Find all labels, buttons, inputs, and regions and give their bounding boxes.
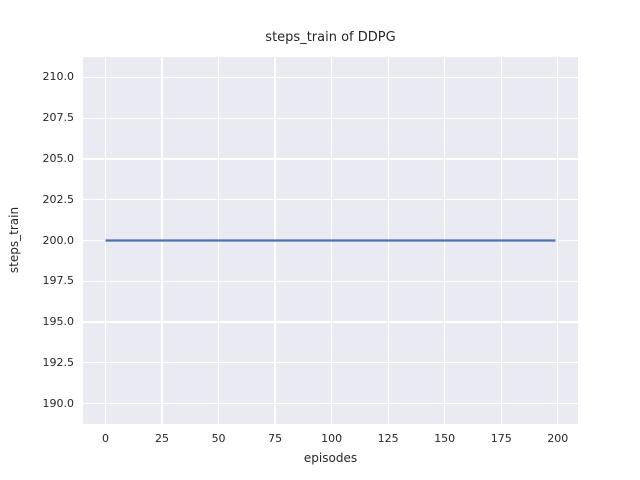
gridline-horizontal	[83, 280, 578, 282]
x-tick-label: 150	[434, 432, 456, 445]
x-tick-label: 75	[268, 432, 283, 445]
gridline-horizontal	[83, 199, 578, 201]
y-tick-label: 207.5	[42, 111, 75, 125]
y-tick-label: 202.5	[42, 192, 75, 206]
x-axis-label: episodes	[303, 451, 358, 465]
plot-area	[83, 57, 578, 424]
x-tick-label: 0	[102, 432, 109, 445]
x-tick-label: 175	[490, 432, 512, 445]
y-tick-label: 192.5	[42, 355, 75, 369]
y-tick-label: 195.0	[42, 315, 75, 329]
chart-title: steps_train of DDPG	[265, 30, 396, 45]
x-tick-label: 25	[155, 432, 170, 445]
x-tick-label: 100	[321, 432, 343, 445]
gridline-horizontal	[83, 403, 578, 405]
y-tick-label: 210.0	[42, 70, 75, 84]
x-tick-label: 125	[377, 432, 399, 445]
gridline-horizontal	[83, 158, 578, 160]
x-tick-label: 200	[547, 432, 569, 445]
x-tick-label: 50	[211, 432, 226, 445]
y-tick-label: 197.5	[42, 274, 75, 288]
y-tick-label: 190.0	[42, 396, 75, 410]
gridline-horizontal	[83, 76, 578, 78]
line-series-layer	[105, 239, 556, 242]
y-tick-label: 200.0	[42, 233, 75, 247]
y-tick-label: 205.0	[42, 151, 75, 165]
gridline-horizontal	[83, 321, 578, 323]
gridline-horizontal	[83, 117, 578, 119]
gridline-horizontal	[83, 362, 578, 364]
